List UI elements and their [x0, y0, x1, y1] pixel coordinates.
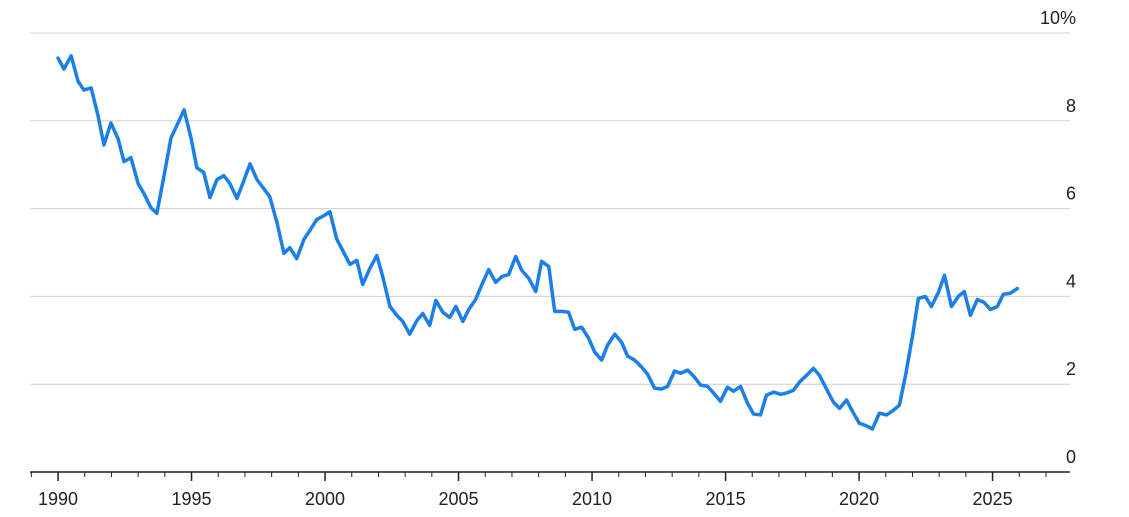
y-tick-label: 10% [1040, 8, 1076, 28]
y-tick-label: 4 [1066, 271, 1076, 291]
y-tick-label: 8 [1066, 96, 1076, 116]
x-tick-label: 2015 [706, 489, 746, 509]
x-tick-label: 2005 [439, 489, 479, 509]
x-tick-label: 2010 [572, 489, 612, 509]
y-tick-label: 6 [1066, 184, 1076, 204]
x-tick-label: 2000 [305, 489, 345, 509]
y-tick-label: 2 [1066, 359, 1076, 379]
x-tick-label: 2025 [973, 489, 1013, 509]
x-tick-label: 1995 [172, 489, 212, 509]
y-tick-label: 0 [1066, 447, 1076, 467]
x-tick-label: 1990 [38, 489, 78, 509]
x-tick-label: 2020 [839, 489, 879, 509]
line-series [56, 54, 1020, 431]
